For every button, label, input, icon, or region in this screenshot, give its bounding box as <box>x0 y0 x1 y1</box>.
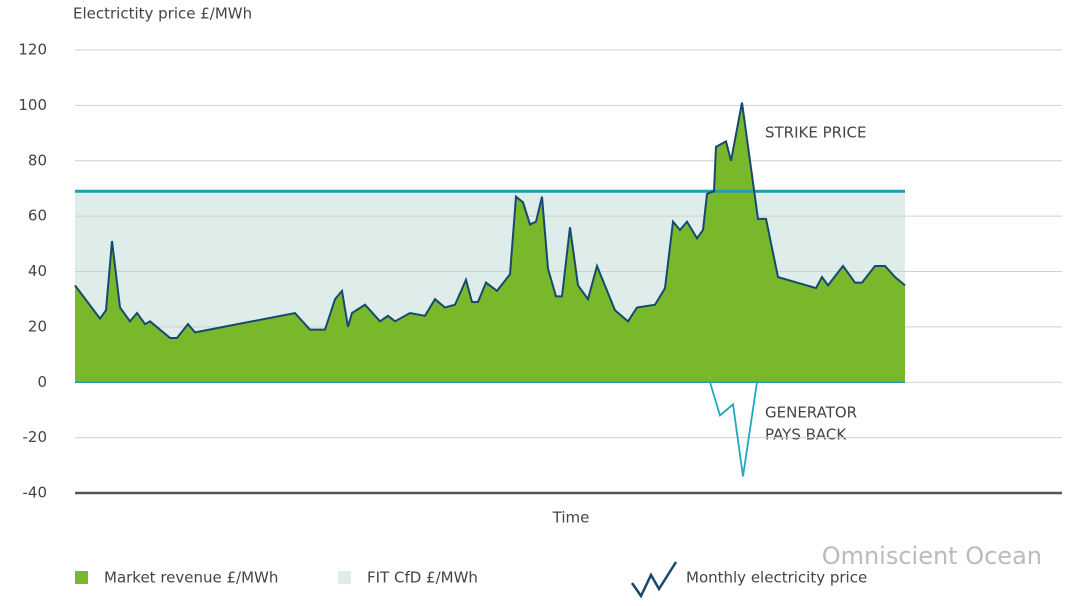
x-axis-label: Time <box>552 509 590 527</box>
legend-label: Monthly electricity price <box>686 569 867 587</box>
legend-label: FIT CfD £/MWh <box>367 569 478 587</box>
market-area <box>75 102 905 383</box>
y-tick-label: 20 <box>28 317 47 335</box>
price-line <box>74 102 906 339</box>
payback-label: PAYS BACK <box>765 426 847 444</box>
payback-label: GENERATOR <box>765 404 857 422</box>
strike-label: STRIKE PRICE <box>765 124 866 142</box>
legend-swatch <box>75 571 88 584</box>
y-axis-label: Electrictity price £/MWh <box>73 5 252 23</box>
legend-icon <box>630 561 678 599</box>
y-tick-label: 40 <box>28 262 47 280</box>
y-tick-label: 80 <box>28 151 47 169</box>
payback-line <box>709 381 758 477</box>
y-tick-label: -20 <box>23 428 48 446</box>
y-tick-label: 100 <box>18 96 47 114</box>
y-tick-label: 60 <box>28 207 47 225</box>
y-tick-label: 0 <box>37 373 47 391</box>
watermark: Omniscient Ocean <box>822 542 1042 570</box>
legend-swatch <box>338 571 351 584</box>
y-tick-label: 120 <box>18 41 47 59</box>
y-tick-label: -40 <box>23 484 48 502</box>
legend-label: Market revenue £/MWh <box>104 569 278 587</box>
